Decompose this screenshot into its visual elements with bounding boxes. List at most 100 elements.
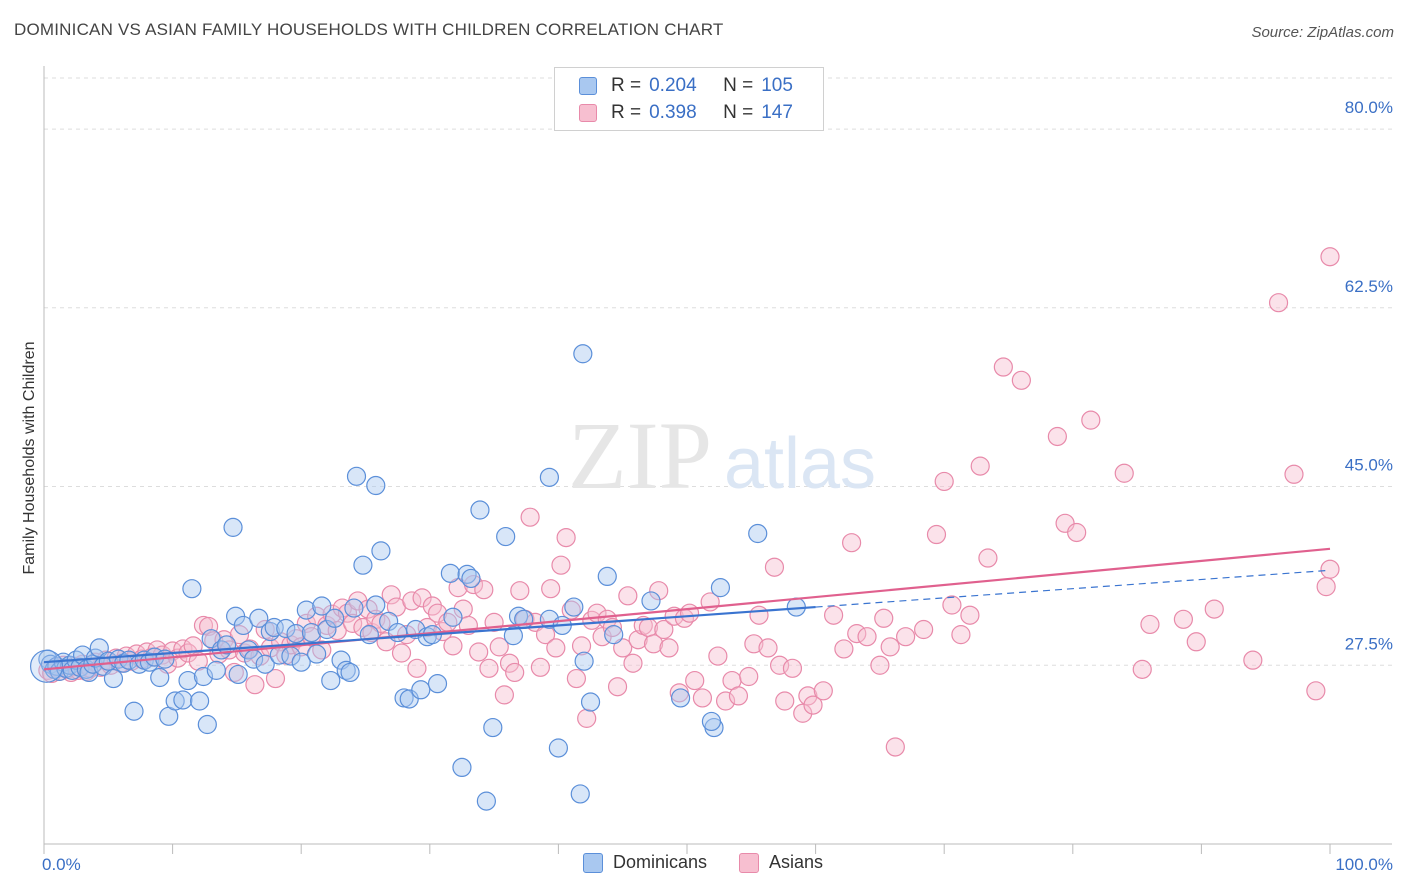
data-point-asians <box>1186 632 1206 652</box>
data-point-dominicans <box>411 680 431 700</box>
data-point-asians <box>960 605 980 625</box>
correlation-legend: R = 0.204 N = 105 R = 0.398 N = 147 <box>554 67 824 131</box>
data-point-asians <box>479 658 499 678</box>
data-point-dominicans <box>548 738 569 758</box>
data-point-asians <box>782 658 803 678</box>
legend-row-asians: R = 0.398 N = 147 <box>579 101 793 125</box>
data-point-asians <box>942 595 962 615</box>
data-point-asians <box>1243 650 1263 670</box>
data-point-asians <box>654 619 674 640</box>
data-point-dominicans <box>353 555 373 575</box>
data-point-dominicans <box>206 660 226 680</box>
data-point-asians <box>749 605 769 625</box>
data-point-asians <box>505 662 525 683</box>
data-point-asians <box>628 630 648 650</box>
data-point-asians <box>337 603 358 623</box>
data-point-dominicans <box>539 467 559 487</box>
data-point-asians <box>824 605 844 625</box>
legend-n-label: N = <box>723 102 754 123</box>
chart-title: DOMINICAN VS ASIAN FAMILY HOUSEHOLDS WIT… <box>14 20 724 39</box>
data-point-asians <box>874 608 894 628</box>
data-point-dominicans <box>255 654 275 674</box>
data-point-asians <box>1114 463 1134 483</box>
data-point-asians <box>520 507 540 527</box>
data-point-asians <box>391 643 412 663</box>
data-point-dominicans <box>312 596 332 616</box>
data-point-asians <box>613 638 633 658</box>
data-point-dominicans <box>321 670 341 691</box>
data-point-dominicans <box>286 624 306 644</box>
legend-n-value: 147 <box>761 102 793 123</box>
y-tick-labels: 27.5% 45.0% 62.5% 80.0% <box>1345 98 1393 653</box>
data-point-asians <box>1320 559 1340 579</box>
data-point-dominicans <box>150 667 170 688</box>
gridlines <box>44 77 1392 666</box>
data-point-asians <box>407 658 427 678</box>
data-point-dominicans <box>366 595 386 615</box>
data-point-dominicans <box>574 651 594 671</box>
data-point-dominicans <box>344 598 364 618</box>
watermark-zip: ZIP <box>568 402 712 509</box>
y-tick-label: 27.5% <box>1345 634 1393 653</box>
data-point-dominicans <box>359 625 379 645</box>
data-point-asians <box>343 613 363 633</box>
data-point-asians <box>679 603 700 623</box>
data-point-dominicans <box>496 526 516 547</box>
data-point-dominicans <box>29 649 64 683</box>
data-point-dominicans <box>503 626 523 646</box>
data-point-dominicans <box>317 619 337 640</box>
y-tick-label: 80.0% <box>1345 98 1393 117</box>
data-point-asians <box>327 620 347 641</box>
data-point-dominicans <box>124 701 144 721</box>
legend-swatch-asians <box>579 104 597 122</box>
data-point-asians <box>469 642 489 662</box>
data-point-asians <box>885 737 905 757</box>
data-point-asians <box>896 627 916 647</box>
data-point-asians <box>951 625 971 645</box>
data-point-dominicans <box>483 717 503 738</box>
data-point-dominicans <box>461 568 481 589</box>
data-point-dominicans <box>670 688 691 708</box>
data-point-dominicans <box>190 691 210 711</box>
data-point-dominicans <box>103 668 124 689</box>
data-point-dominicans <box>476 791 496 811</box>
data-point-dominicans <box>346 466 367 486</box>
data-point-asians <box>499 653 520 673</box>
data-point-asians <box>775 691 795 711</box>
data-point-asians <box>659 638 679 658</box>
data-point-dominicans <box>223 517 243 537</box>
legend-r-label: R = <box>611 75 642 96</box>
data-point-asians <box>577 708 597 728</box>
data-point-dominicans <box>570 784 590 804</box>
data-point-asians <box>842 533 862 553</box>
data-point-dominicans <box>580 692 601 712</box>
y-tick-label: 62.5% <box>1345 277 1393 296</box>
legend-swatch-asians <box>739 852 759 873</box>
data-point-asians <box>914 619 934 640</box>
legend-label-asians: Asians <box>769 852 824 872</box>
data-point-asians <box>692 688 713 708</box>
legend-item-asians: Asians <box>739 852 823 873</box>
data-point-asians <box>970 456 990 476</box>
data-point-asians <box>541 579 561 599</box>
data-point-asians <box>317 615 337 636</box>
data-point-asians <box>566 668 587 689</box>
data-point-dominicans <box>173 690 193 710</box>
data-point-asians <box>857 627 877 647</box>
data-point-dominicans <box>452 757 472 778</box>
trend-line-asians <box>43 547 1331 671</box>
series-legend: Dominicans Asians <box>0 852 1406 873</box>
x-tick-label: 100.0% <box>1335 855 1393 874</box>
data-point-asians <box>301 627 322 647</box>
series-dominicans <box>29 344 806 811</box>
data-point-dominicans <box>301 622 322 643</box>
data-point-dominicans <box>564 597 584 617</box>
data-point-dominicans <box>443 607 463 627</box>
data-point-dominicans <box>440 563 460 583</box>
trend-line-dominicans-extension <box>815 569 1331 608</box>
data-point-dominicans <box>139 652 160 672</box>
data-point-asians <box>1204 599 1224 619</box>
data-point-dominicans <box>233 615 253 636</box>
data-point-asians <box>371 613 391 633</box>
